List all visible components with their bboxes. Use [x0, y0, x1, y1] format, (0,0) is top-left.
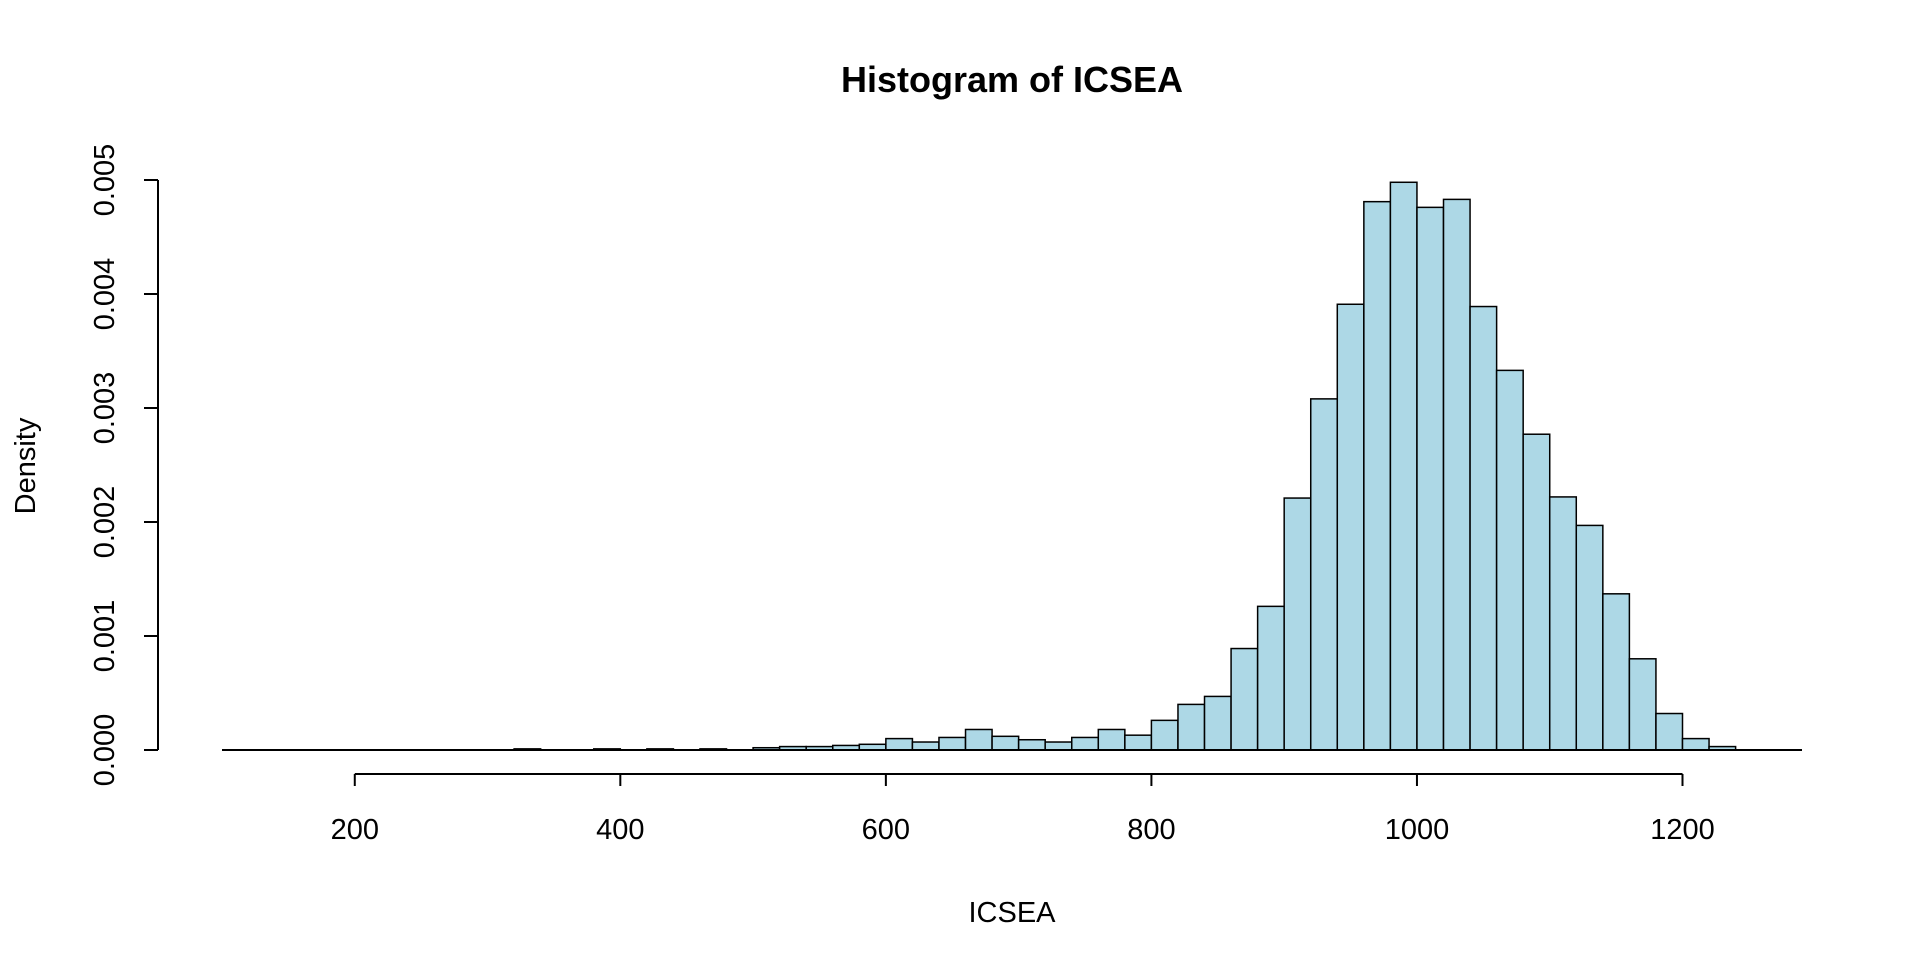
- histogram-bar: [1124, 734, 1153, 751]
- histogram-bar: [1336, 303, 1365, 751]
- histogram-bar: [1416, 206, 1445, 751]
- histogram-bar: [1469, 305, 1498, 751]
- bars-group: [513, 181, 1737, 751]
- histogram-bar: [991, 735, 1020, 751]
- y-axis-label: Density: [10, 417, 42, 514]
- histogram-bar: [1575, 524, 1604, 751]
- histogram-bar: [1389, 181, 1418, 751]
- histogram-bar: [1522, 433, 1551, 751]
- x-tick-label: 200: [331, 814, 379, 846]
- histogram-bar: [1044, 741, 1073, 751]
- histogram-bar: [964, 728, 993, 751]
- x-tick-label: 1000: [1385, 814, 1450, 846]
- histogram-bar: [1363, 200, 1392, 751]
- histogram-bar: [1442, 198, 1471, 751]
- histogram-bar: [1602, 593, 1631, 751]
- y-tick-label: 0.001: [89, 600, 121, 673]
- histogram-bar: [938, 736, 967, 751]
- histogram-bar: [1548, 496, 1578, 751]
- chart-title: Histogram of ICSEA: [841, 59, 1183, 100]
- y-axis: 0.000 0.001 0.002 0.003 0.004 0.005: [89, 144, 159, 787]
- x-tick-label: 800: [1127, 814, 1175, 846]
- histogram-bar: [1283, 497, 1312, 751]
- x-axis-label: ICSEA: [968, 897, 1056, 929]
- y-tick-label: 0.005: [89, 144, 121, 217]
- x-axis: 200 400 600 800 1000 1200: [331, 773, 1715, 846]
- histogram-bar: [1655, 712, 1684, 751]
- y-tick-label: 0.000: [89, 714, 121, 787]
- histogram-bar: [1097, 728, 1126, 751]
- histogram-bar: [1150, 719, 1179, 751]
- histogram-bar: [1628, 658, 1657, 751]
- histogram-bar: [1256, 605, 1285, 751]
- histogram-bar: [911, 741, 940, 751]
- histogram-bar: [885, 737, 914, 751]
- histogram-bar: [1681, 737, 1710, 751]
- histogram-bar: [1230, 647, 1259, 751]
- x-tick-label: 400: [596, 814, 644, 846]
- histogram-bar: [1017, 738, 1046, 751]
- x-tick-label: 1200: [1650, 814, 1715, 846]
- histogram-bar: [1071, 736, 1100, 751]
- histogram-bar: [1495, 369, 1524, 751]
- y-tick-label: 0.004: [89, 258, 121, 331]
- histogram-bar: [1309, 398, 1339, 751]
- histogram-bar: [1177, 703, 1206, 751]
- y-tick-label: 0.003: [89, 372, 121, 445]
- x-tick-label: 600: [862, 814, 910, 846]
- histogram-bar: [1203, 695, 1232, 751]
- y-tick-label: 0.002: [89, 486, 121, 559]
